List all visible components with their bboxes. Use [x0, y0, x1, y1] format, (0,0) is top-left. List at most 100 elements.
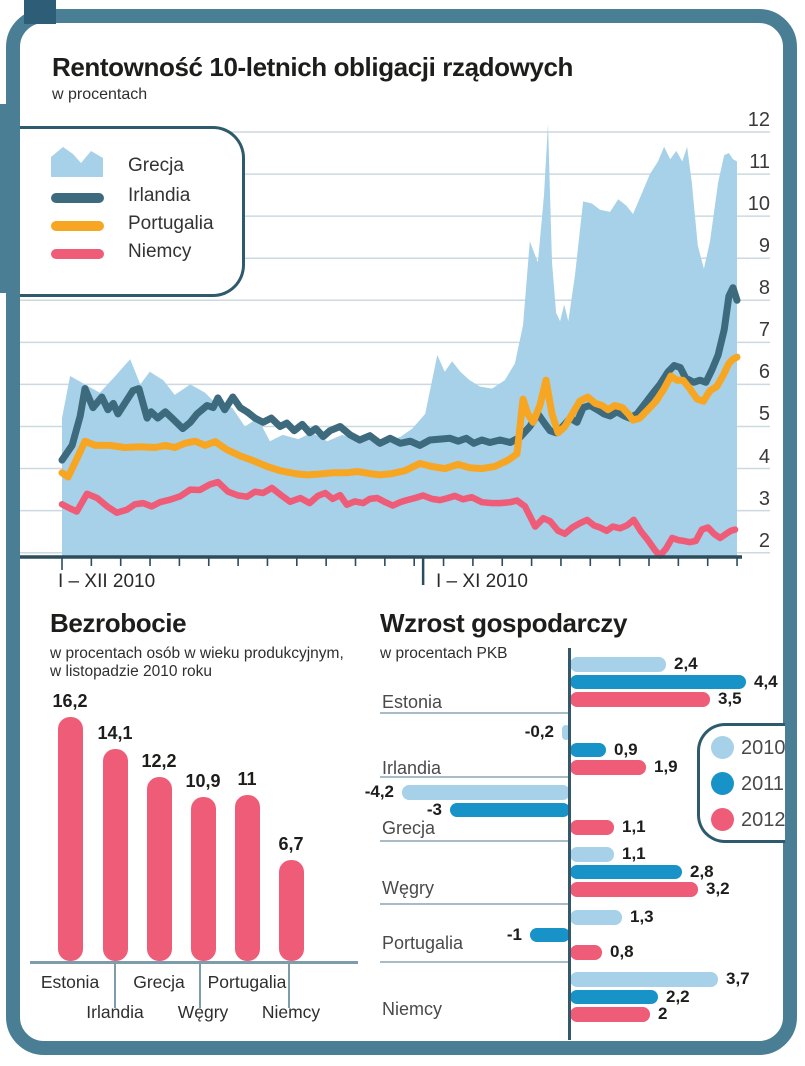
- year-2012-dot-icon: [711, 808, 734, 831]
- legend-label-grecja: Grecja: [128, 155, 184, 176]
- bar-value-niemcy: 6,7: [278, 834, 304, 855]
- growth-bar-węgry-2011: [570, 864, 682, 879]
- bonds-legend: Grecja Irlandia Portugalia Niemcy: [20, 126, 245, 297]
- frame-left-tab: [0, 104, 20, 293]
- growth-bar-estonia-2012: [570, 692, 710, 707]
- series-line-portugalia: [58, 353, 741, 481]
- bonds-chart-title: Rentowność 10-letnich obligacji rządowyc…: [52, 52, 574, 82]
- growth-bar-estonia-2010: [570, 657, 666, 672]
- y-tick-label-8: 8: [758, 277, 770, 300]
- bar-węgry: [190, 796, 216, 961]
- y-tick-label-2: 2: [758, 529, 770, 552]
- category-separator-tick: [199, 961, 201, 1008]
- growth-bar-irlandia-2011: [570, 742, 606, 757]
- unemployment-baseline: [30, 961, 358, 964]
- growth-separator: [380, 712, 569, 714]
- bonds-x-label-2011: I – XI 2010: [436, 571, 528, 592]
- y-tick-label-6: 6: [758, 361, 770, 384]
- growth-country-label-portugalia: Portugalia: [382, 933, 464, 953]
- series-line-irlandia: [58, 284, 741, 464]
- category-label-estonia: Estonia: [40, 972, 100, 992]
- growth-value-grecja-2012: 1,1: [622, 817, 646, 836]
- year-2011-dot-icon: [711, 772, 734, 795]
- unemployment-chart-subtitle-1: w procentach osób w wieku produkcyjnym,: [50, 645, 344, 662]
- frame-top-tab: [24, 0, 56, 24]
- growth-bar-grecja-2012: [570, 820, 614, 835]
- bar-grecja: [146, 777, 172, 961]
- ireland-line-icon: [51, 193, 104, 203]
- growth-value-węgry-2012: 3,2: [706, 879, 730, 898]
- growth-bar-irlandia-2012: [570, 760, 646, 775]
- unemployment-chart-subtitle-2: w listopadzie 2010 roku: [50, 663, 212, 680]
- bar-portugalia: [234, 795, 260, 961]
- growth-separator: [380, 961, 569, 963]
- growth-bar-portugalia-2010: [570, 910, 622, 925]
- growth-value-portugalia-2012: 0,8: [610, 942, 634, 961]
- growth-value-irlandia-2011: 0,9: [614, 739, 638, 759]
- growth-legend: 2010 2011 2012: [697, 723, 786, 843]
- growth-bar-węgry-2012: [570, 882, 698, 897]
- growth-value-węgry-2011: 2,8: [690, 861, 714, 881]
- growth-value-węgry-2010: 1,1: [622, 844, 646, 863]
- growth-separator: [380, 776, 569, 778]
- y-tick-label-10: 10: [747, 193, 770, 216]
- growth-bar-niemcy-2012: [570, 1007, 650, 1022]
- bar-value-grecja: 12,2: [141, 751, 177, 772]
- category-label-irlandia: Irlandia: [86, 1002, 144, 1022]
- growth-bar-niemcy-2010: [570, 972, 718, 987]
- growth-zero-axis: [568, 648, 571, 1040]
- category-separator-tick: [288, 961, 290, 1008]
- year-2010-dot-icon: [711, 736, 734, 759]
- category-label-węgry: Węgry: [177, 1002, 229, 1022]
- growth-value-estonia-2011: 4,4: [754, 671, 778, 691]
- growth-bar-węgry-2010: [570, 847, 614, 862]
- bar-estonia: [57, 717, 83, 961]
- growth-country-label-irlandia: Irlandia: [382, 758, 442, 778]
- bar-value-węgry: 10,9: [185, 770, 221, 791]
- category-label-portugalia: Portugalia: [207, 972, 287, 992]
- growth-bar-niemcy-2011: [570, 989, 658, 1004]
- growth-bar-grecja-2010: [402, 785, 570, 800]
- legend-label-portugalia: Portugalia: [128, 213, 214, 234]
- growth-value-portugalia-2011: -1: [506, 924, 522, 944]
- y-tick-label-7: 7: [758, 319, 770, 342]
- growth-country-label-grecja: Grecja: [382, 818, 436, 838]
- growth-country-label-estonia: Estonia: [382, 692, 443, 712]
- growth-value-estonia-2010: 2,4: [674, 654, 698, 673]
- y-tick-label-12: 12: [747, 109, 770, 131]
- growth-value-niemcy-2011: 2,2: [666, 986, 690, 1006]
- category-separator-tick: [114, 961, 116, 1008]
- y-tick-label-11: 11: [749, 151, 770, 174]
- portugal-line-icon: [51, 221, 104, 231]
- growth-bar-grecja-2011: [450, 802, 570, 817]
- bar-value-estonia: 16,2: [52, 691, 88, 712]
- y-tick-label-3: 3: [758, 487, 770, 510]
- greece-area-icon: [51, 147, 103, 177]
- growth-value-niemcy-2012: 2: [658, 1004, 668, 1023]
- growth-value-portugalia-2010: 1,3: [630, 907, 654, 926]
- category-label-grecja: Grecja: [133, 972, 185, 992]
- y-tick-label-4: 4: [758, 445, 770, 468]
- growth-bar-irlandia-2010: [562, 725, 570, 740]
- growth-country-label-węgry: Węgry: [382, 878, 435, 898]
- growth-country-label-niemcy: Niemcy: [382, 999, 443, 1019]
- series-line-niemcy: [58, 478, 739, 559]
- bonds-chart-subtitle: w procentach: [52, 86, 148, 103]
- bar-value-portugalia: 11: [237, 769, 257, 790]
- growth-value-grecja-2011: -3: [426, 799, 442, 819]
- bar-value-irlandia: 14,1: [97, 722, 133, 743]
- growth-bar-portugalia-2012: [570, 945, 602, 960]
- growth-value-irlandia-2010: -0,2: [524, 722, 554, 741]
- growth-separator: [380, 903, 569, 905]
- legend-label-2011: 2011: [741, 773, 785, 795]
- legend-label-niemcy: Niemcy: [128, 241, 192, 262]
- unemployment-chart-title: Bezrobocie: [50, 608, 187, 638]
- growth-value-niemcy-2010: 3,7: [726, 969, 750, 988]
- growth-chart-subtitle: w procentach PKB: [380, 645, 508, 662]
- growth-value-estonia-2012: 3,5: [718, 689, 742, 708]
- growth-bar-estonia-2011: [570, 674, 746, 689]
- category-label-niemcy: Niemcy: [261, 1002, 321, 1022]
- germany-line-icon: [51, 249, 104, 259]
- bonds-x-label-2010: I – XII 2010: [58, 571, 156, 592]
